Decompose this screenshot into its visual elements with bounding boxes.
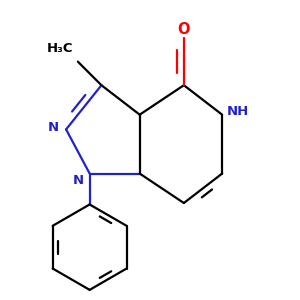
Text: O: O <box>178 22 190 37</box>
Text: H₃C: H₃C <box>47 42 74 55</box>
Text: N: N <box>47 122 58 134</box>
Text: NH: NH <box>227 105 250 118</box>
Text: N: N <box>72 174 83 188</box>
